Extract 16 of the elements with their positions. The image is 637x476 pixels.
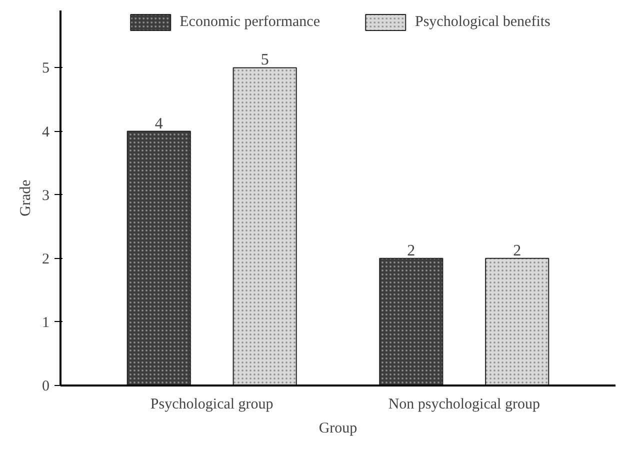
data-label: 2 [407, 242, 416, 260]
data-label: 4 [154, 115, 163, 132]
legend-label: Economic performance [180, 14, 320, 30]
x-axis-title: Group [318, 420, 358, 436]
data-label: 2 [513, 242, 522, 260]
legend-label: Psychological benefits [414, 14, 550, 30]
y-axis-title: Grade [18, 179, 34, 216]
y-tick-label: 5 [42, 60, 50, 77]
data-label: 5 [260, 52, 269, 69]
x-tick-label: Non psychological group [388, 396, 540, 412]
y-tick-label: 2 [42, 251, 50, 268]
y-tick-label: 0 [42, 378, 50, 394]
y-tick-label: 3 [42, 188, 50, 204]
y-tick-label: 1 [42, 314, 50, 331]
x-tick-label: Psychological group [150, 396, 274, 412]
y-tick-label: 4 [42, 124, 50, 140]
